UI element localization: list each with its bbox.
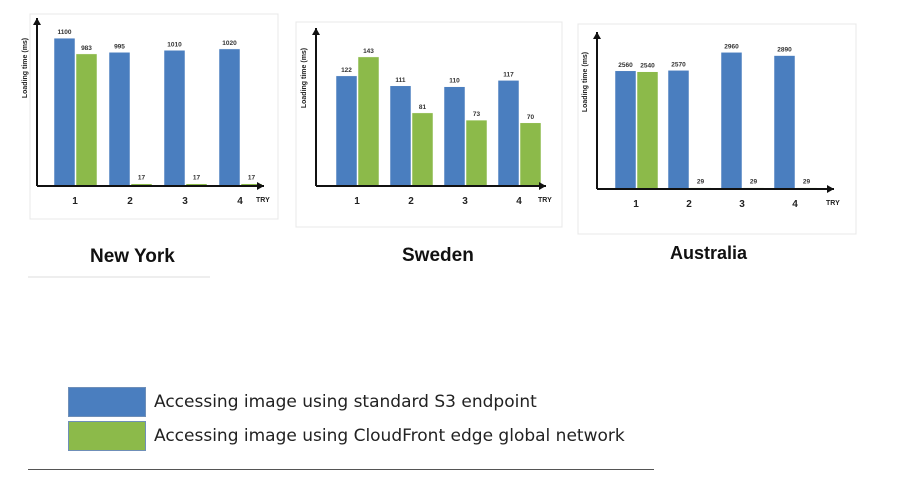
bar-s3-3 [163,50,186,187]
bar-cloudfront-4 [519,122,542,187]
bar-s3-4 [497,80,520,187]
value-label: 17 [138,175,146,182]
bar-s3-4 [218,48,241,187]
value-label: 2890 [777,47,792,54]
category-label: 4 [237,196,243,207]
category-label: 3 [182,196,188,207]
category-label: 1 [354,196,360,207]
chart-title: Australia [670,243,748,263]
value-label: 983 [81,45,92,52]
category-label: 3 [739,199,745,210]
category-label: 2 [686,199,692,210]
value-label: 110 [449,78,460,85]
category-label: 1 [633,199,639,210]
value-label: 81 [419,104,427,111]
value-label: 2560 [618,62,633,69]
bar-s3-1 [614,70,637,190]
bar-s3-3 [720,52,743,190]
legend-item-cloudfront: Accessing image using CloudFront edge gl… [68,420,668,452]
category-label: 3 [462,196,468,207]
value-label: 1100 [57,29,71,36]
value-label: 995 [114,43,125,50]
bar-cloudfront-1 [75,53,98,187]
y-axis-arrow [593,32,601,39]
value-label: 29 [803,179,811,186]
bar-s3-4 [773,55,796,190]
value-label: 29 [697,179,705,186]
category-label: 2 [408,196,414,207]
y-axis-label: Loading time (ms) [582,52,589,112]
category-label: 4 [516,196,522,207]
value-label: 2540 [640,63,655,70]
value-label: 117 [503,71,514,78]
chart-title: Sweden [402,245,474,266]
chart-title: New York [90,246,175,267]
value-label: 111 [395,77,406,84]
value-label: 2960 [724,43,739,50]
x-axis-label: TRY [538,197,552,204]
x-axis-label: TRY [826,200,840,207]
bar-cloudfront-3 [465,119,488,187]
bottom-divider [28,469,654,470]
value-label: 73 [473,111,481,118]
category-label: 4 [792,199,798,210]
value-label: 17 [248,175,256,182]
x-axis-arrow [257,182,264,190]
value-label: 1010 [167,41,182,48]
value-label: 122 [341,67,352,74]
y-axis-label: Loading time (ms) [301,48,308,108]
bar-s3-1 [53,37,76,187]
bar-cloudfront-2 [411,112,434,187]
legend-swatch-s3 [68,387,146,417]
y-axis-arrow [33,18,41,25]
value-label: 29 [750,179,758,186]
legend-swatch-cloudfront [68,421,146,451]
legend-label-cloudfront: Accessing image using CloudFront edge gl… [154,426,625,446]
bar-s3-2 [667,70,690,190]
chart-1: 1100 983 1 995 17 2 1010 17 3 1020 17 4 Loading time… [22,13,279,278]
legend: Accessing image using standard S3 endpoi… [68,386,668,454]
category-label: 2 [127,196,133,207]
y-axis-arrow [312,28,320,35]
legend-item-s3: Accessing image using standard S3 endpoi… [68,386,668,418]
chart-3: 2560 2540 1 2570 29 2 2960 29 3 2890 29 4 Loading ti… [577,23,857,263]
x-axis-label: TRY [256,197,270,204]
value-label: 143 [363,48,374,55]
value-label: 17 [193,175,201,182]
value-label: 2570 [671,61,686,68]
bar-s3-1 [335,75,358,187]
bar-s3-2 [108,52,131,187]
bar-cloudfront-1 [636,71,659,190]
category-label: 1 [72,196,78,207]
bar-s3-3 [443,86,466,187]
legend-label-s3: Accessing image using standard S3 endpoi… [154,392,537,412]
x-axis-arrow [827,185,834,193]
x-axis-arrow [539,182,546,190]
value-label: 70 [527,114,535,121]
value-label: 1020 [222,40,237,47]
bar-s3-2 [389,85,412,187]
y-axis-label: Loading time (ms) [22,38,29,98]
bar-cloudfront-1 [357,56,380,187]
